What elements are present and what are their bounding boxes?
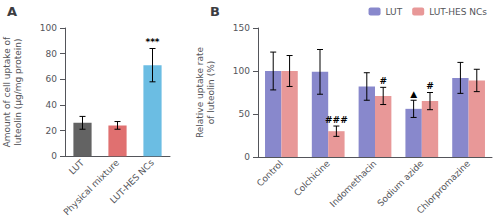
svg-text:Sodium azide: Sodium azide [375,158,425,208]
svg-text:Physical mixture: Physical mixture [61,157,121,217]
svg-text:***: *** [145,37,159,47]
svg-text:Chlorpromazine: Chlorpromazine [415,158,473,216]
svg-text:###: ### [325,115,348,125]
svg-text:Colchicine: Colchicine [292,158,332,198]
svg-text:100: 100 [40,23,57,33]
svg-text:of luteolin (%): of luteolin (%) [206,61,216,124]
svg-text:Control: Control [255,158,285,188]
svg-text:B: B [210,4,220,19]
svg-text:luteolin (μg/mg protein): luteolin (μg/mg protein) [13,38,23,145]
svg-text:LUT-HES NCs: LUT-HES NCs [108,157,156,205]
svg-text:0: 0 [244,152,250,162]
svg-text:Relative uptake rate: Relative uptake rate [195,46,205,138]
svg-text:60: 60 [46,74,58,84]
svg-text:40: 40 [46,100,58,110]
svg-text:Amount of cell uptake of: Amount of cell uptake of [2,36,12,147]
svg-text:▲: ▲ [410,89,417,99]
svg-text:150: 150 [233,23,250,33]
svg-text:LUT: LUT [67,157,86,176]
svg-text:#: # [379,76,387,86]
svg-text:80: 80 [46,49,58,59]
svg-text:LUT-HES NCs: LUT-HES NCs [429,7,487,17]
svg-text:A: A [7,4,17,19]
svg-text:LUT: LUT [386,7,403,17]
svg-text:#: # [426,81,434,91]
svg-text:20: 20 [46,126,58,136]
svg-text:50: 50 [239,109,251,119]
svg-text:0: 0 [51,151,57,161]
svg-text:100: 100 [233,66,250,76]
svg-text:Indomethacin: Indomethacin [328,158,379,209]
